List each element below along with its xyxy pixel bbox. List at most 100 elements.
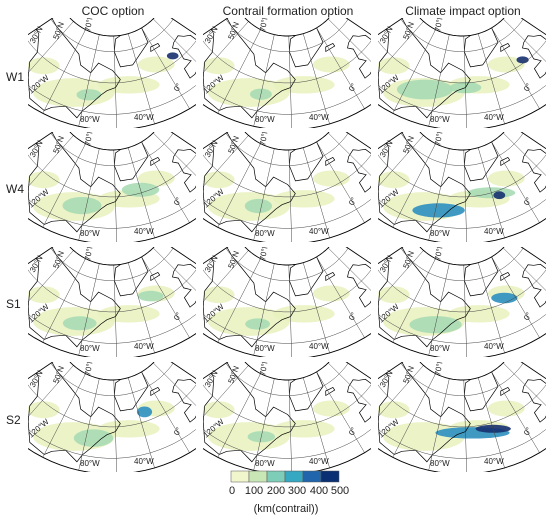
contrail-density-area xyxy=(245,318,270,330)
coastline xyxy=(347,378,371,423)
colorbar-tick-300: 300 xyxy=(287,485,307,497)
latitude-line xyxy=(50,19,174,52)
latitude-line xyxy=(203,265,371,313)
longitude-line xyxy=(428,378,450,471)
coastline xyxy=(172,34,196,79)
contrail-density-area xyxy=(312,170,350,187)
longitude-line xyxy=(78,378,100,471)
column-title-coc: COC option xyxy=(81,4,145,18)
graticule-label: 0° xyxy=(347,426,359,437)
colorbar-legend: 0 100 200 300 400 500 (km(contrail)) xyxy=(226,470,349,522)
coastline xyxy=(347,148,371,193)
longitude-line xyxy=(502,132,546,200)
longitude-line xyxy=(327,132,371,200)
contrail-density-area xyxy=(136,406,153,418)
coastline xyxy=(325,271,336,282)
coastline xyxy=(203,247,296,348)
longitude-line xyxy=(477,262,505,353)
contrail-density-area xyxy=(203,401,235,419)
map-content xyxy=(28,132,196,242)
longitude-line xyxy=(203,21,249,92)
longitude-line xyxy=(327,247,371,315)
contrail-density-area xyxy=(396,79,453,100)
map-panel-w4-climate-impact: 30°N 50°N 70°N 120°W 80°W 40°W 0° xyxy=(378,132,546,242)
coastline xyxy=(150,42,161,53)
map-frame xyxy=(28,132,196,242)
colorbar-unit: (km(contrail)) xyxy=(253,503,319,515)
longitude-line xyxy=(113,264,118,357)
map-panel-s2-climate-impact: 30°N 50°N 70°N 120°W 80°W 40°W 0° xyxy=(378,362,546,472)
longitude-line xyxy=(42,373,86,458)
longitude-line xyxy=(463,379,468,472)
colorbar-swatch-0 xyxy=(230,470,250,483)
map-panel-w1-climate-impact: 30°N 50°N 70°N 120°W 80°W 40°W 0° xyxy=(378,18,546,128)
coastline xyxy=(347,263,371,308)
contrail-density-area xyxy=(273,190,335,208)
coastline xyxy=(378,362,471,463)
longitude-line xyxy=(463,264,468,357)
coastline xyxy=(28,18,121,119)
longitude-line xyxy=(477,147,505,238)
contrail-density-area xyxy=(487,400,525,417)
colorbar-swatch-5 xyxy=(320,470,340,483)
latitude-line xyxy=(203,283,371,344)
contrail-density-area xyxy=(378,57,410,75)
graticule-label: 80°W xyxy=(255,229,275,238)
graticule-label: 0° xyxy=(172,196,184,207)
contrail-density-area xyxy=(378,171,410,189)
map-content xyxy=(378,362,546,472)
row-label-w4: W4 xyxy=(6,182,24,196)
longitude-line xyxy=(316,371,365,453)
map-panel-w1-contrail-formation: 30°N 50°N 70°N 120°W 80°W 40°W 0° xyxy=(203,18,371,128)
latitude-line xyxy=(225,19,349,52)
contrail-density-area xyxy=(493,191,506,200)
longitude-line xyxy=(392,258,436,343)
coastline xyxy=(347,34,371,79)
map-panel-s2-contrail-formation: 30°N 50°N 70°N 120°W 80°W 40°W 0° xyxy=(203,362,371,472)
longitude-line xyxy=(203,250,249,321)
longitude-line xyxy=(141,27,190,109)
longitude-line xyxy=(463,35,468,128)
row-label-s1: S1 xyxy=(6,297,21,311)
longitude-line xyxy=(428,148,450,241)
map-panel-s1-climate-impact: 30°N 50°N 70°N 120°W 80°W 40°W 0° xyxy=(378,247,546,357)
latitude-line xyxy=(28,380,196,428)
longitude-line xyxy=(302,262,330,353)
longitude-line xyxy=(378,21,424,92)
coastline xyxy=(203,18,296,119)
graticule-label: 80°W xyxy=(255,344,275,353)
longitude-line xyxy=(113,35,118,128)
map-panel-s1-coc: 30°N 50°N 70°N 120°W 80°W 40°W 0° xyxy=(28,247,196,357)
contrail-density-area xyxy=(378,286,410,304)
graticule-label: 70°N xyxy=(83,362,95,376)
coastline xyxy=(150,156,161,167)
graticule-label: 80°W xyxy=(255,459,275,468)
coastline xyxy=(325,42,336,53)
row-label-s2: S2 xyxy=(6,413,21,427)
latitude-line xyxy=(50,248,174,281)
coastline xyxy=(378,18,471,119)
coastline xyxy=(325,386,336,397)
graticule-label: 40°W xyxy=(309,113,329,122)
map-content xyxy=(28,18,196,128)
graticule-label: 70°N xyxy=(433,132,445,146)
longitude-line xyxy=(288,35,293,128)
longitude-line xyxy=(502,362,546,430)
longitude-line xyxy=(477,33,505,124)
coastline xyxy=(500,386,511,397)
longitude-line xyxy=(378,135,424,206)
colorbar-tick-200: 200 xyxy=(266,485,286,497)
longitude-line xyxy=(78,148,100,241)
coastline xyxy=(150,386,161,397)
coastline xyxy=(500,42,511,53)
colorbar xyxy=(230,470,340,483)
graticule-label: 40°W xyxy=(484,342,504,351)
graticule-label: 40°W xyxy=(134,227,154,236)
map-frame xyxy=(28,362,196,472)
